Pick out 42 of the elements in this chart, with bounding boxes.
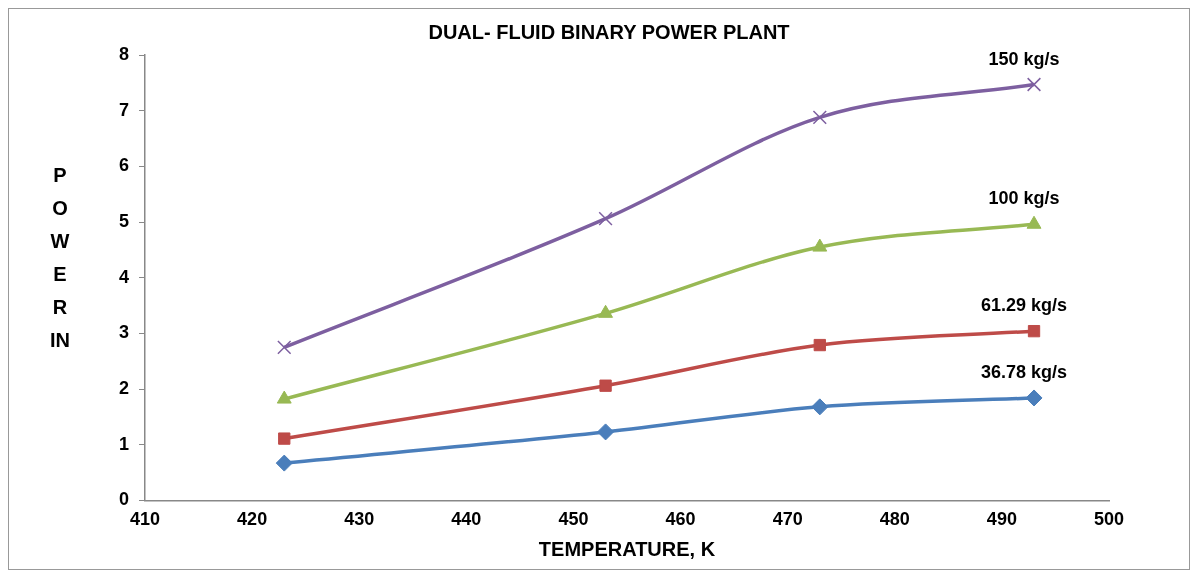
x-axis-title: TEMPERATURE, K: [538, 537, 716, 560]
chart-title: DUAL- FLUID BINARY POWER PLANT: [428, 20, 790, 43]
y-tick-label: 3: [119, 322, 130, 343]
point: [812, 238, 828, 252]
point: [811, 398, 829, 416]
point: [275, 454, 293, 472]
point: [598, 211, 613, 226]
x-tick-label: 470: [772, 509, 803, 530]
y-axis-title: POWER IN: [49, 163, 71, 353]
x-tick-label: 490: [986, 509, 1017, 530]
point: [812, 110, 827, 125]
y-tick-label: 2: [119, 378, 130, 399]
point: [276, 390, 292, 404]
point: [599, 379, 612, 392]
x-tick-label: 480: [879, 509, 910, 530]
point: [597, 423, 615, 441]
y-tick-label: 8: [119, 43, 130, 64]
x-tick-label: 440: [451, 509, 482, 530]
x-tick-label: 430: [344, 509, 375, 530]
y-tick-label: 1: [119, 433, 130, 454]
x-tick-label: 410: [129, 509, 161, 530]
series-label: 150 kg/s: [988, 48, 1060, 69]
x-tick-label: 460: [665, 509, 696, 530]
point: [278, 432, 291, 445]
series-label: 61.29 kg/s: [980, 295, 1068, 316]
x-tick-label: 420: [237, 509, 268, 530]
series-label: 100 kg/s: [988, 188, 1060, 209]
y-tick-label: 4: [119, 266, 130, 287]
point: [1026, 215, 1042, 229]
y-tick-label: 6: [119, 155, 130, 176]
point: [1025, 389, 1043, 407]
point: [1026, 77, 1042, 92]
series-label: 36.78 kg/s: [980, 361, 1068, 382]
y-tick-label: 7: [119, 99, 130, 120]
y-tick-label: 5: [119, 210, 130, 231]
x-tick-label: 450: [558, 509, 589, 530]
x-tick-label: 500: [1093, 509, 1125, 530]
y-tick-label: 0: [119, 489, 130, 510]
point: [598, 304, 614, 318]
point: [1027, 324, 1041, 338]
point: [813, 338, 826, 352]
point: [277, 340, 292, 355]
